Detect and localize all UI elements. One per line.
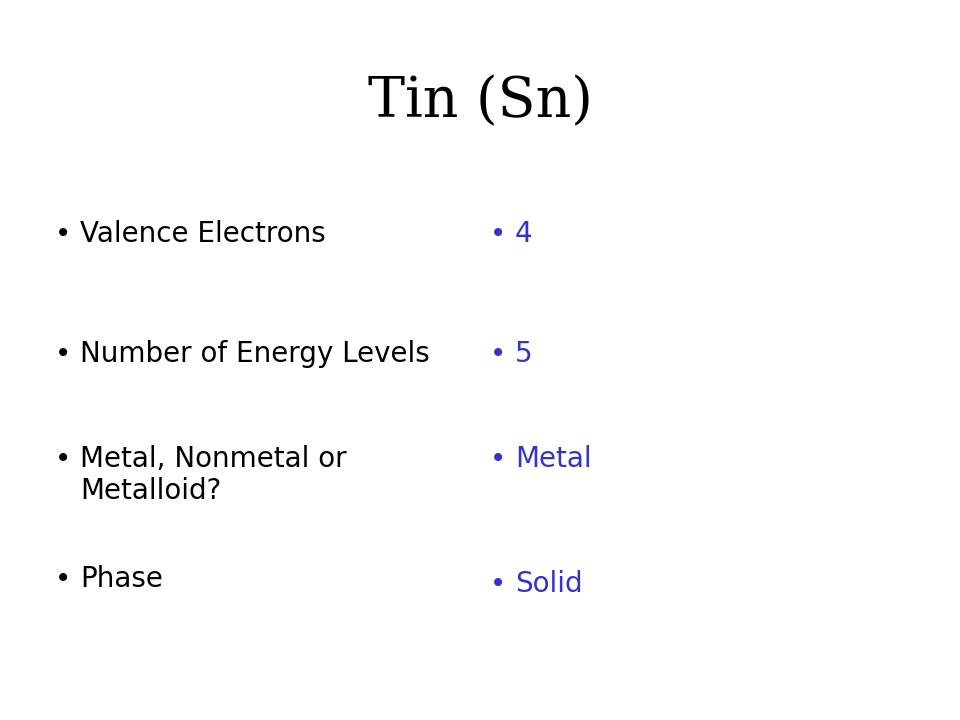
Text: •: • — [490, 445, 506, 473]
Text: •: • — [55, 445, 71, 473]
Text: Number of Energy Levels: Number of Energy Levels — [80, 340, 430, 368]
Text: •: • — [490, 570, 506, 598]
Text: •: • — [55, 340, 71, 368]
Text: •: • — [490, 220, 506, 248]
Text: •: • — [55, 220, 71, 248]
Text: 4: 4 — [515, 220, 533, 248]
Text: 5: 5 — [515, 340, 533, 368]
Text: Tin (Sn): Tin (Sn) — [368, 75, 592, 130]
Text: Metal: Metal — [515, 445, 591, 473]
Text: Phase: Phase — [80, 565, 163, 593]
Text: •: • — [55, 565, 71, 593]
Text: •: • — [490, 340, 506, 368]
Text: Solid: Solid — [515, 570, 583, 598]
Text: Valence Electrons: Valence Electrons — [80, 220, 325, 248]
Text: Metal, Nonmetal or
Metalloid?: Metal, Nonmetal or Metalloid? — [80, 445, 347, 505]
